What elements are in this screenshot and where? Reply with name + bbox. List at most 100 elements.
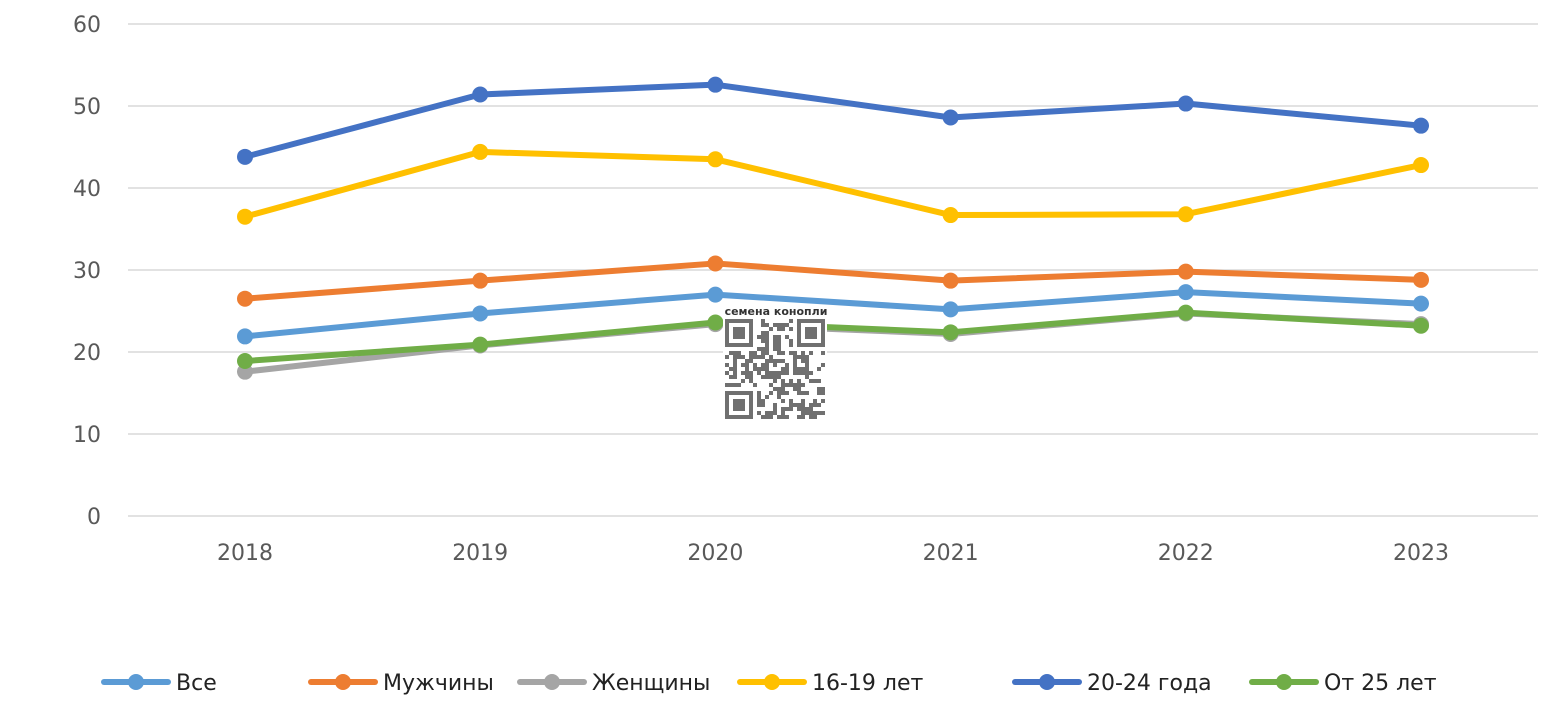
qr-module bbox=[817, 391, 821, 395]
qr-module bbox=[801, 351, 805, 355]
legend-swatch-marker bbox=[1276, 674, 1292, 690]
qr-module bbox=[757, 395, 761, 399]
qr-module bbox=[733, 351, 737, 355]
qr-module bbox=[801, 367, 805, 371]
data-point bbox=[1413, 295, 1429, 312]
x-tick-label: 2021 bbox=[923, 541, 979, 566]
qr-module bbox=[801, 383, 805, 387]
qr-module bbox=[805, 363, 809, 367]
qr-module bbox=[753, 383, 757, 387]
qr-module bbox=[769, 327, 773, 331]
qr-module bbox=[777, 387, 781, 391]
qr-module bbox=[761, 367, 765, 371]
qr-module bbox=[809, 403, 813, 407]
qr-module bbox=[769, 355, 773, 359]
qr-module bbox=[745, 359, 749, 363]
qr-module bbox=[773, 379, 777, 383]
series-line bbox=[242, 309, 1424, 365]
qr-module bbox=[797, 383, 801, 387]
data-point bbox=[942, 324, 959, 341]
x-tick-label: 2020 bbox=[687, 541, 743, 566]
qr-module bbox=[781, 379, 785, 383]
qr-module bbox=[821, 411, 825, 415]
qr-module bbox=[777, 347, 781, 351]
qr-module bbox=[773, 323, 777, 327]
qr-module bbox=[781, 383, 785, 387]
qr-module bbox=[813, 399, 817, 403]
legend-label: 20-24 года bbox=[1087, 671, 1212, 696]
qr-module bbox=[765, 371, 769, 375]
qr-module bbox=[777, 351, 781, 355]
qr-module bbox=[793, 387, 797, 391]
qr-module bbox=[753, 355, 757, 359]
qr-module bbox=[793, 371, 797, 375]
series-line bbox=[242, 81, 1424, 160]
qr-module bbox=[797, 367, 801, 371]
qr-module bbox=[797, 391, 801, 395]
qr-module bbox=[757, 335, 761, 339]
qr-module bbox=[805, 367, 809, 371]
qr-module bbox=[765, 339, 769, 343]
qr-module bbox=[793, 355, 797, 359]
qr-module bbox=[797, 407, 801, 411]
qr-module bbox=[781, 359, 785, 363]
y-tick-label: 10 bbox=[73, 423, 101, 448]
qr-module bbox=[785, 363, 789, 367]
qr-module bbox=[777, 395, 781, 399]
qr-module bbox=[773, 387, 777, 391]
qr-module bbox=[757, 391, 761, 395]
qr-module bbox=[737, 355, 741, 359]
qr-module bbox=[725, 383, 729, 387]
qr-module bbox=[765, 375, 769, 379]
data-point bbox=[1413, 117, 1429, 134]
qr-module bbox=[805, 375, 809, 379]
qr-module bbox=[765, 351, 769, 355]
qr-module bbox=[793, 403, 797, 407]
legend: Все Мужчины Женщины 16-19 лет 20-24 года От 2… bbox=[101, 671, 1437, 696]
qr-module bbox=[773, 343, 777, 347]
qr-module bbox=[733, 359, 737, 363]
qr-module bbox=[793, 383, 797, 387]
data-point bbox=[1413, 317, 1429, 334]
qr-module bbox=[761, 319, 765, 323]
qr-module bbox=[725, 363, 729, 367]
x-tick-label: 2023 bbox=[1393, 541, 1449, 566]
qr-module bbox=[773, 347, 777, 351]
qr-module bbox=[749, 351, 753, 355]
qr-module bbox=[781, 399, 785, 403]
qr-module bbox=[733, 371, 737, 375]
qr-module bbox=[821, 351, 825, 355]
qr-module bbox=[777, 339, 781, 343]
qr-module bbox=[757, 347, 761, 351]
data-point bbox=[1177, 263, 1194, 280]
data-point bbox=[707, 76, 724, 93]
legend-label: Женщины bbox=[592, 671, 710, 696]
data-point bbox=[472, 272, 489, 289]
qr-module bbox=[797, 371, 801, 375]
x-tick-label: 2019 bbox=[452, 541, 508, 566]
series-line bbox=[242, 148, 1424, 220]
qr-module bbox=[769, 371, 773, 375]
data-point bbox=[237, 148, 253, 165]
qr-module bbox=[765, 363, 769, 367]
x-tick-label: 2022 bbox=[1158, 541, 1214, 566]
qr-module bbox=[753, 363, 757, 367]
data-point bbox=[1177, 206, 1194, 223]
qr-module bbox=[773, 363, 777, 367]
qr-module bbox=[785, 323, 789, 327]
qr-module bbox=[749, 379, 753, 383]
qr-module bbox=[801, 359, 805, 363]
qr-module bbox=[761, 347, 765, 351]
qr-module bbox=[729, 375, 733, 379]
qr-module bbox=[737, 351, 741, 355]
qr-module bbox=[801, 415, 805, 419]
qr-module bbox=[781, 351, 785, 355]
qr-module bbox=[777, 323, 781, 327]
y-tick-label: 60 bbox=[73, 13, 101, 38]
qr-module bbox=[769, 375, 773, 379]
qr-module bbox=[801, 411, 805, 415]
qr-module bbox=[781, 323, 785, 327]
qr-module bbox=[741, 363, 745, 367]
qr-module bbox=[777, 343, 781, 347]
